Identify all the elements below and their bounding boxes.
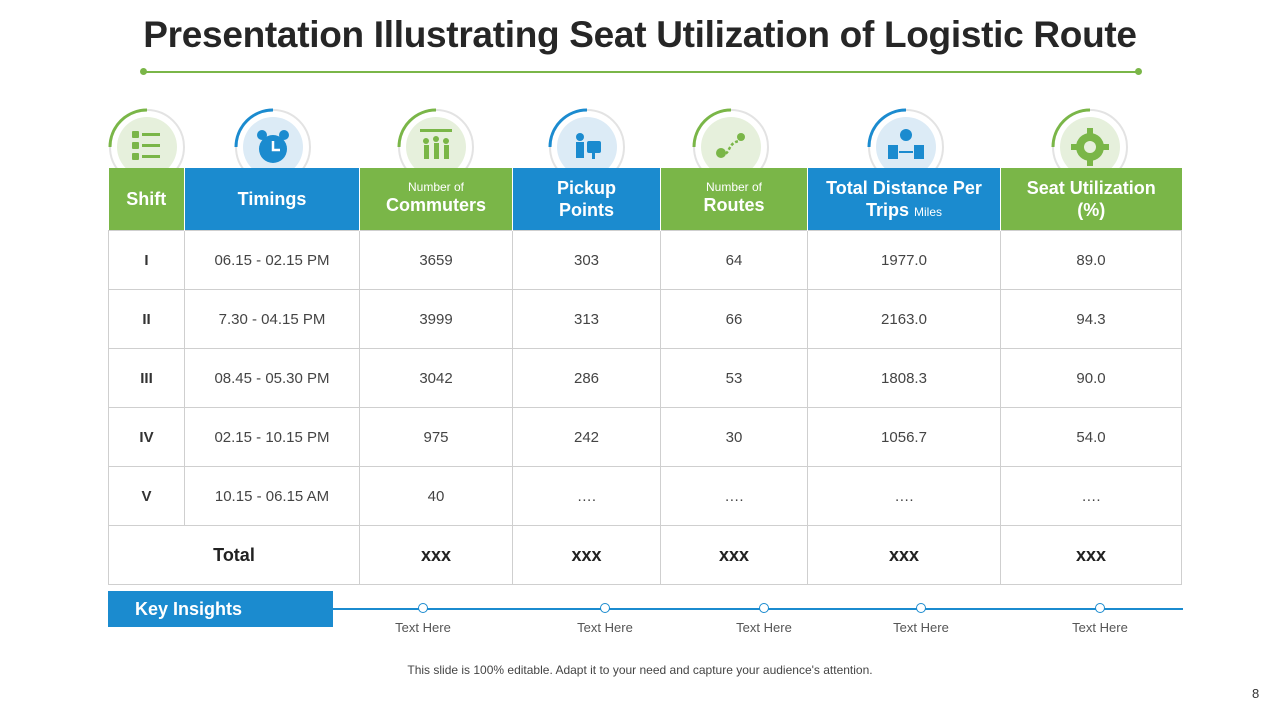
header-seat-line1: Seat Utilization	[1026, 177, 1156, 198]
cell-distance: ….	[807, 466, 1001, 526]
insight-text: Text Here	[736, 620, 792, 635]
divider-dot-right	[1135, 68, 1142, 75]
cell-commuters: 3042	[359, 348, 513, 408]
cell-routes: 30	[660, 407, 808, 467]
cell-pickup-points: 242	[512, 407, 661, 467]
cell-pickup-points: 286	[512, 348, 661, 408]
cell-shift: IV	[108, 407, 185, 467]
commuters-icon	[396, 107, 476, 187]
routes-icon	[691, 107, 771, 187]
timeline-node	[916, 603, 926, 613]
header-seat-utilization: Seat Utilization (%)	[1000, 168, 1182, 231]
header-commuters-prefix: Number of	[407, 180, 465, 195]
total-distance: xxx	[807, 525, 1001, 585]
insight-text: Text Here	[893, 620, 949, 635]
cell-commuters: 975	[359, 407, 513, 467]
header-pickup-line2: Points	[558, 200, 614, 220]
cell-commuters: 3999	[359, 289, 513, 349]
cell-shift: V	[108, 466, 185, 526]
header-commuters: Number of Commuters	[359, 168, 513, 231]
header-distance-line1: Total Distance Per	[826, 177, 982, 198]
table-row: IV 02.15 - 10.15 PM 975 242 30 1056.7 54…	[108, 407, 1182, 467]
page-number: 8	[1252, 686, 1260, 701]
table-row: III 08.45 - 05.30 PM 3042 286 53 1808.3 …	[108, 348, 1182, 408]
header-total-distance: Total Distance Per Trips Miles	[807, 168, 1001, 231]
cell-routes: ….	[660, 466, 808, 526]
title-divider	[143, 71, 1139, 73]
cell-pickup-points: 303	[512, 230, 661, 290]
cell-distance: 1808.3	[807, 348, 1001, 408]
total-pickup-points: xxx	[512, 525, 661, 585]
total-commuters: xxx	[359, 525, 513, 585]
table-row: I 06.15 - 02.15 PM 3659 303 64 1977.0 89…	[108, 230, 1182, 290]
header-routes-label: Routes	[703, 195, 765, 216]
cell-timings: 06.15 - 02.15 PM	[184, 230, 360, 290]
cell-seat-utilization: 90.0	[1000, 348, 1182, 408]
distance-icon	[866, 107, 946, 187]
pickup-points-icon	[547, 107, 627, 187]
table-header-row: Shift Timings Number of Commuters Pickup…	[108, 168, 1182, 231]
cell-timings: 02.15 - 10.15 PM	[184, 407, 360, 467]
header-seat-line2: (%)	[1077, 200, 1106, 220]
cell-routes: 66	[660, 289, 808, 349]
cell-timings: 7.30 - 04.15 PM	[184, 289, 360, 349]
header-timings: Timings	[184, 168, 360, 231]
table-row: V 10.15 - 06.15 AM 40 …. …. …. ….	[108, 466, 1182, 526]
header-pickup-points: Pickup Points	[512, 168, 661, 231]
header-routes: Number of Routes	[660, 168, 808, 231]
insight-text: Text Here	[395, 620, 451, 635]
cell-pickup-points: ….	[512, 466, 661, 526]
insight-text: Text Here	[1072, 620, 1128, 635]
header-distance-line2: Trips	[865, 200, 909, 220]
total-label: Total	[108, 525, 360, 585]
total-routes: xxx	[660, 525, 808, 585]
table-row: II 7.30 - 04.15 PM 3999 313 66 2163.0 94…	[108, 289, 1182, 349]
cell-seat-utilization: ….	[1000, 466, 1182, 526]
divider-dot-left	[140, 68, 147, 75]
header-routes-prefix: Number of	[705, 180, 763, 195]
cell-shift: II	[108, 289, 185, 349]
checklist-icon	[107, 107, 187, 187]
slide-title: Presentation Illustrating Seat Utilizati…	[143, 14, 1137, 55]
cell-routes: 64	[660, 230, 808, 290]
key-insights-label: Key Insights	[108, 591, 333, 627]
cell-shift: III	[108, 348, 185, 408]
cell-seat-utilization: 54.0	[1000, 407, 1182, 467]
cell-timings: 08.45 - 05.30 PM	[184, 348, 360, 408]
total-seat-utilization: xxx	[1000, 525, 1182, 585]
timeline-node	[600, 603, 610, 613]
cell-distance: 1977.0	[807, 230, 1001, 290]
cell-routes: 53	[660, 348, 808, 408]
cell-seat-utilization: 89.0	[1000, 230, 1182, 290]
header-shift: Shift	[108, 168, 185, 231]
cell-commuters: 40	[359, 466, 513, 526]
cell-timings: 10.15 - 06.15 AM	[184, 466, 360, 526]
timeline-node	[418, 603, 428, 613]
insights-timeline	[333, 608, 1183, 610]
timeline-node	[759, 603, 769, 613]
cell-distance: 2163.0	[807, 289, 1001, 349]
seat-utilization-gear-icon	[1050, 107, 1130, 187]
alarm-clock-icon	[233, 107, 313, 187]
footer-note: This slide is 100% editable. Adapt it to…	[407, 663, 873, 677]
header-pickup-line1: Pickup	[556, 177, 617, 198]
header-distance-unit: Miles	[914, 205, 943, 219]
total-row: Total xxx xxx xxx xxx xxx	[108, 525, 1182, 585]
cell-commuters: 3659	[359, 230, 513, 290]
cell-pickup-points: 313	[512, 289, 661, 349]
seat-utilization-table: Shift Timings Number of Commuters Pickup…	[108, 168, 1182, 585]
header-commuters-label: Commuters	[385, 195, 487, 216]
timeline-node	[1095, 603, 1105, 613]
cell-seat-utilization: 94.3	[1000, 289, 1182, 349]
insight-text: Text Here	[577, 620, 633, 635]
cell-distance: 1056.7	[807, 407, 1001, 467]
cell-shift: I	[108, 230, 185, 290]
